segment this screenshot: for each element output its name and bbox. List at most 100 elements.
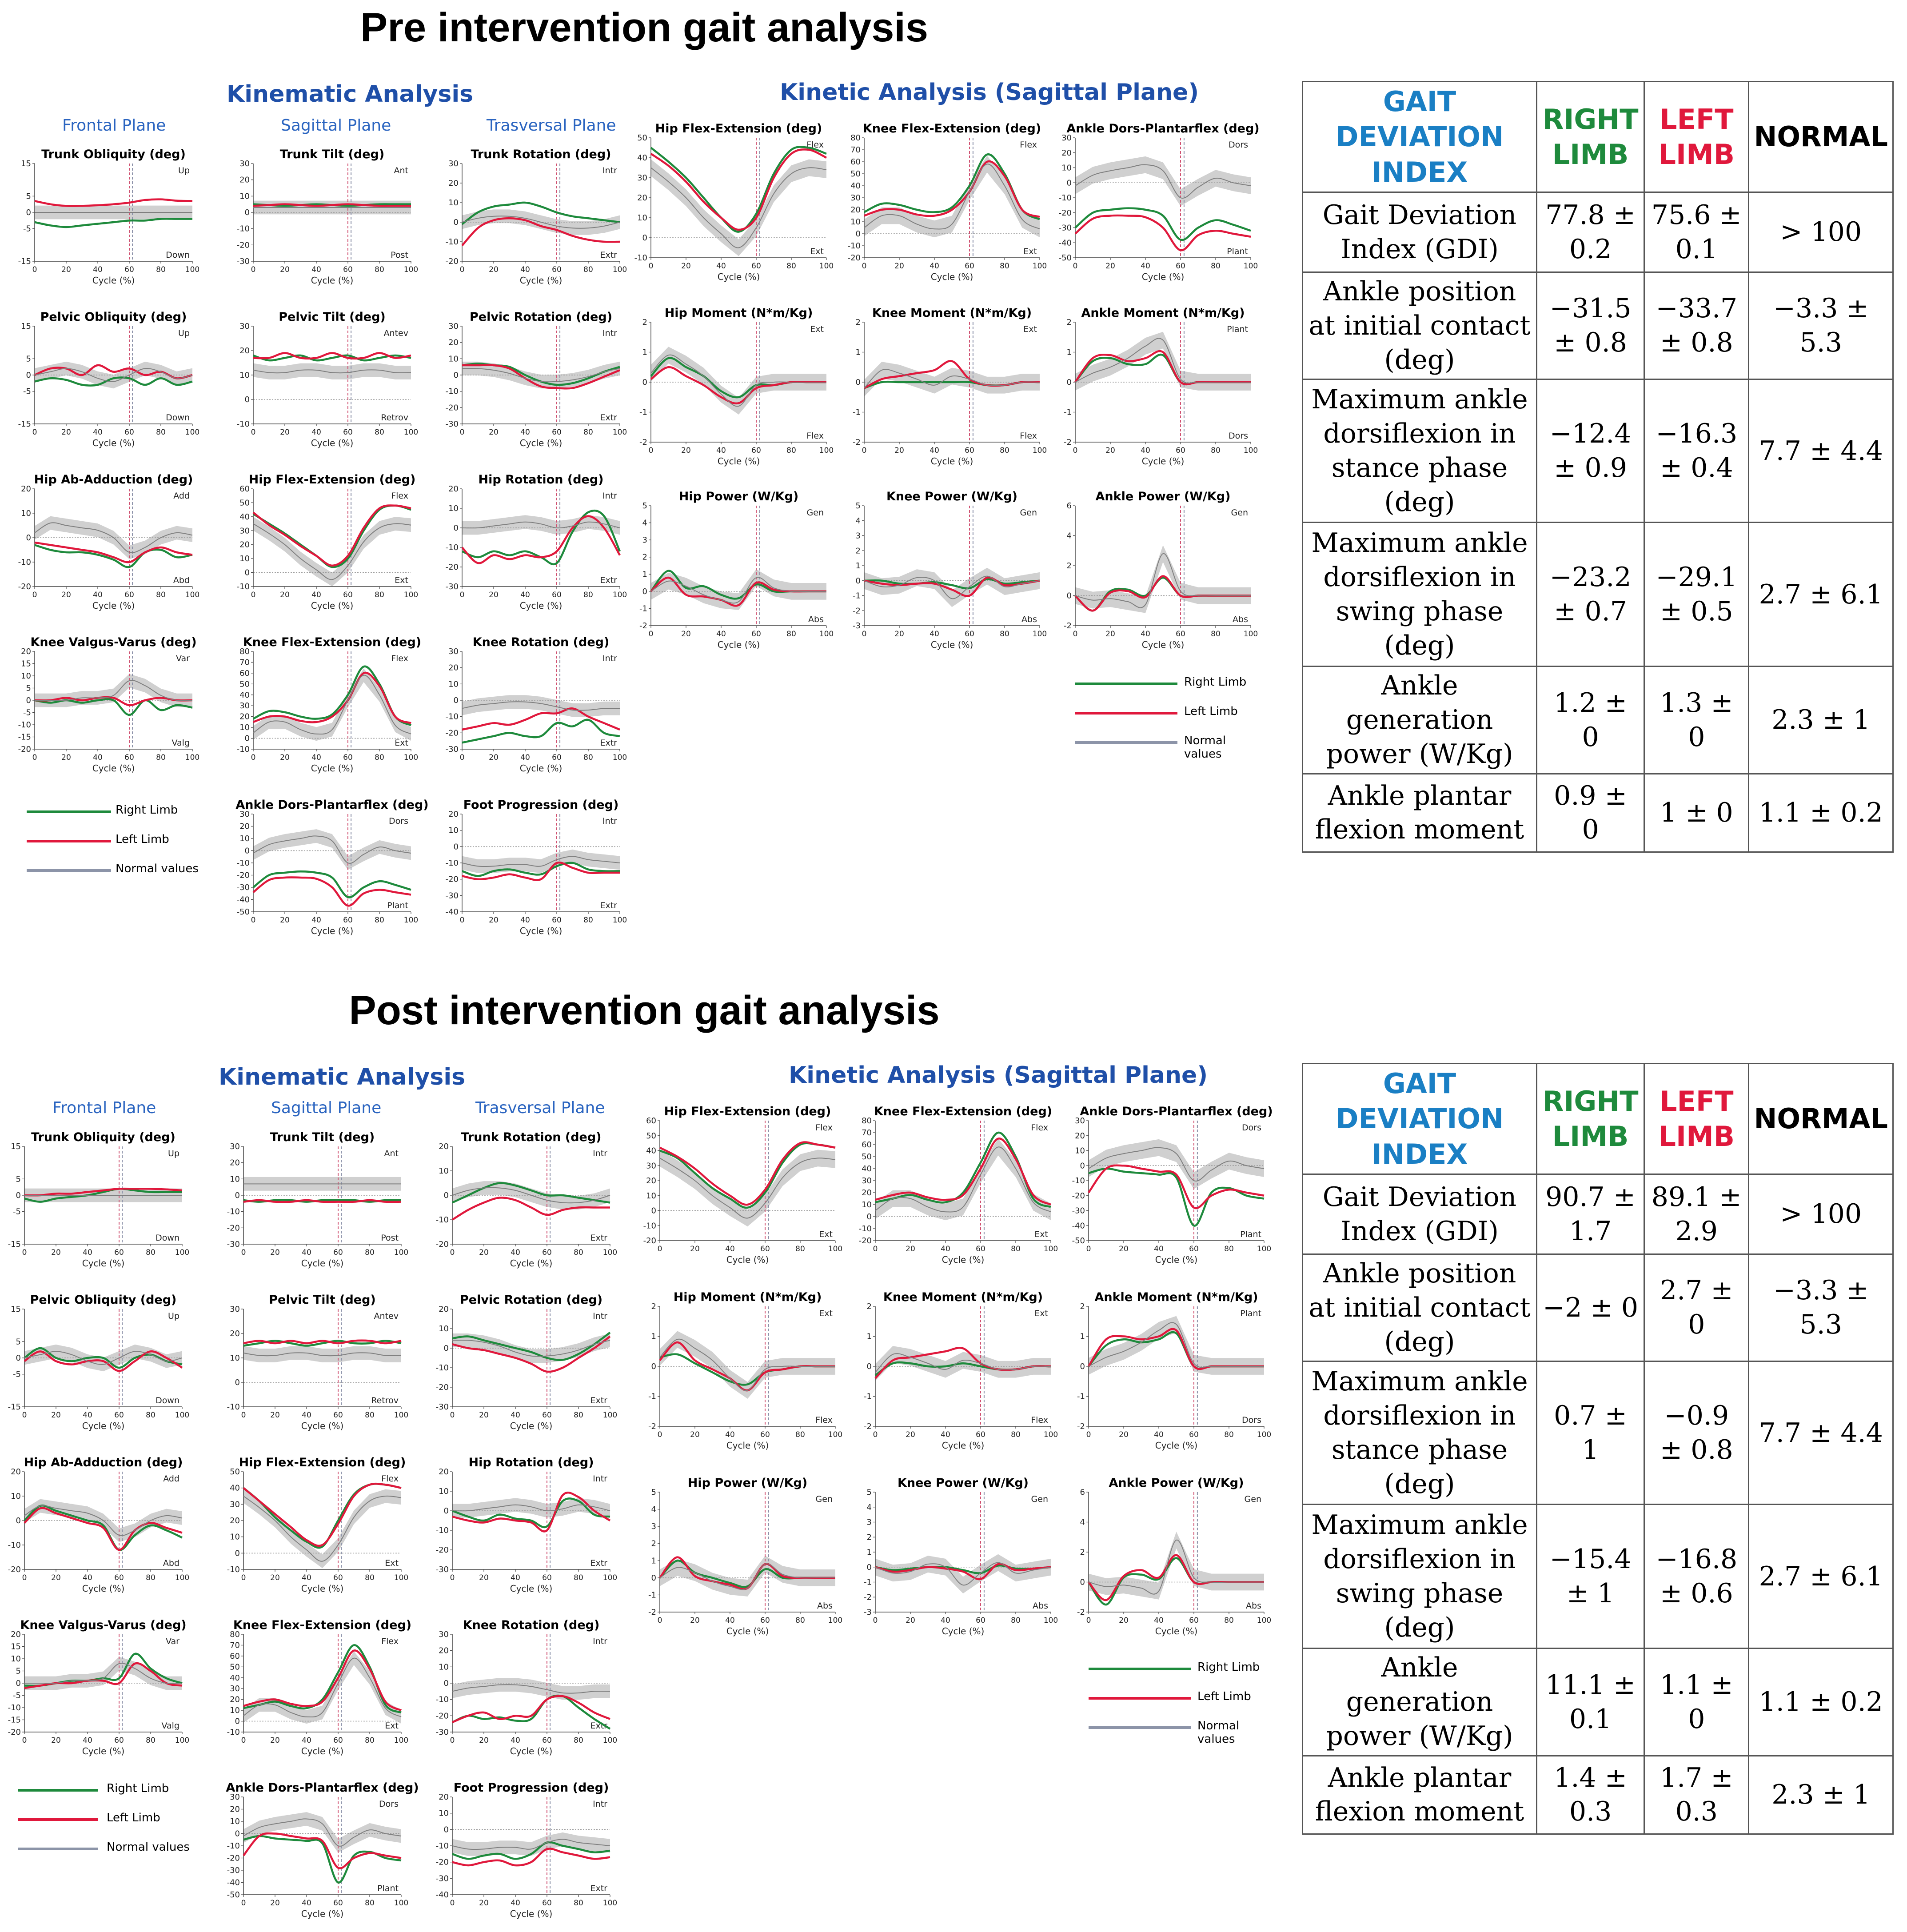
- cell-left: 1.7 ± 0.3: [1644, 1755, 1750, 1835]
- x-tick-label: 60: [343, 916, 353, 925]
- series-left-limb: [461, 515, 621, 564]
- row-label: Maximum ankle dorsiflexion in stance pha…: [1302, 379, 1537, 523]
- normal-band: [1075, 156, 1251, 206]
- y-tick-label: 0: [1080, 1161, 1085, 1170]
- y-tick-label: 30: [1075, 1116, 1085, 1126]
- y-tick-label: 5: [856, 501, 861, 511]
- series-left-limb: [243, 1339, 402, 1345]
- x-axis-label: Cycle (%): [942, 1626, 985, 1637]
- series-normal-values: [452, 1340, 610, 1357]
- y-tick-label: -30: [436, 1728, 449, 1737]
- y-tick-label: 0: [444, 1191, 449, 1200]
- normal-band: [452, 1832, 610, 1856]
- chart-post-32: Knee Valgus-Varus (deg) -20 -15 -10 -5 0 5 10 15…: [8, 1618, 190, 1756]
- table-row: Ankle position at initial contact (deg) −…: [1302, 271, 1894, 380]
- x-axis-label: Cycle (%): [510, 1421, 553, 1431]
- x-tick-label: 0: [649, 262, 654, 271]
- table-row: Gait Deviation Index (GDI) 90.7 ± 1.7 89.1…: [1302, 1174, 1894, 1255]
- x-tick-label: 100: [1244, 446, 1258, 455]
- y-tick-label: -30: [446, 745, 459, 754]
- y-tick-label: 60: [850, 157, 861, 167]
- chart-pre-12: Ankle Dors-Plantarflex (deg) -50 -40 -30 -20…: [235, 798, 428, 936]
- y-tick-label: -10: [237, 582, 250, 591]
- top-direction-label: Ext: [810, 324, 824, 334]
- x-tick-label: 0: [450, 1573, 455, 1582]
- normal-band: [1075, 331, 1251, 391]
- x-tick-label: 20: [270, 1573, 280, 1582]
- table-row: Ankle generation power (W/Kg) 1.2 ± 0 1.3 …: [1302, 666, 1894, 774]
- series-left-limb: [452, 1848, 610, 1867]
- x-tick-label: 60: [1176, 262, 1185, 271]
- x-tick-label: 0: [251, 428, 256, 437]
- bottom-direction-label: Retrov: [371, 1396, 399, 1405]
- x-tick-label: 80: [1011, 1616, 1021, 1625]
- x-tick-label: 40: [716, 630, 726, 639]
- y-tick-label: -20: [18, 745, 31, 754]
- y-tick-label: -1: [853, 591, 861, 601]
- y-tick-label: 15: [21, 659, 31, 669]
- x-tick-label: 20: [51, 1573, 61, 1582]
- x-tick-label: 40: [511, 1573, 520, 1582]
- y-tick-label: -20: [859, 1236, 872, 1245]
- series-left-limb: [462, 707, 620, 731]
- normal-band: [462, 849, 620, 873]
- x-tick-label: 100: [603, 1411, 617, 1420]
- legend-normal-values: Normal values: [27, 862, 213, 891]
- y-tick-label: 1: [856, 561, 861, 571]
- y-tick-label: 20: [21, 484, 31, 494]
- y-tick-label: 2: [1080, 1302, 1085, 1311]
- x-axis-label: Cycle (%): [520, 763, 563, 774]
- pre-kinematic-legend: Right Limb Left Limb Normal values: [27, 803, 213, 891]
- y-tick-label: -10: [634, 253, 647, 263]
- x-tick-label: 20: [270, 1899, 280, 1908]
- y-tick-label: 10: [448, 679, 459, 689]
- y-tick-label: 40: [230, 1673, 240, 1683]
- x-tick-label: 40: [511, 1248, 520, 1257]
- chart-title: Hip Moment (N*m/Kg): [674, 1290, 822, 1304]
- x-tick-label: 40: [1154, 1245, 1164, 1253]
- x-tick-label: 60: [114, 1248, 124, 1257]
- x-tick-label: 60: [542, 1411, 552, 1420]
- series-normal-values: [462, 216, 620, 229]
- y-tick-label: 2: [856, 318, 861, 327]
- chart-pre-7: Hip Flex-Extension (deg)-100102030405060…: [237, 473, 419, 611]
- y-tick-label: 40: [637, 153, 647, 163]
- x-tick-label: 60: [124, 428, 134, 437]
- right-limb-header: RIGHT LIMB: [1536, 80, 1645, 193]
- x-axis-label: Cycle (%): [311, 763, 354, 774]
- top-direction-label: Up: [168, 1311, 180, 1321]
- series-right-limb: [452, 1182, 610, 1204]
- normal-band: [253, 363, 411, 379]
- x-tick-label: 60: [1176, 630, 1185, 639]
- y-tick-label: 10: [230, 1817, 240, 1826]
- x-tick-label: 60: [333, 1248, 343, 1257]
- right-limb-header: RIGHT LIMB: [1536, 1062, 1645, 1175]
- x-tick-label: 60: [751, 262, 761, 271]
- x-tick-label: 40: [1141, 446, 1150, 455]
- cell-normal: 1.1 ± 0.2: [1748, 1648, 1894, 1756]
- x-axis-label: Cycle (%): [942, 1440, 985, 1451]
- series-normal-values: [452, 1504, 610, 1512]
- x-tick-label: 20: [280, 265, 290, 274]
- x-axis-label: Cycle (%): [520, 926, 563, 936]
- series-right-limb: [462, 509, 621, 566]
- series-left-limb: [461, 217, 620, 247]
- post-frontal-plane-title: Frontal Plane: [52, 1099, 156, 1117]
- top-direction-label: Up: [178, 328, 190, 338]
- bottom-direction-label: Down: [166, 250, 190, 260]
- y-tick-label: -10: [446, 387, 459, 396]
- series-normal-values: [875, 1353, 1051, 1373]
- y-tick-label: 50: [230, 1662, 240, 1672]
- x-axis-label: Cycle (%): [311, 926, 354, 936]
- cell-normal: > 100: [1748, 192, 1894, 273]
- x-tick-label: 80: [1211, 446, 1221, 455]
- top-direction-label: Gen: [1031, 1494, 1048, 1504]
- x-axis-label: Cycle (%): [1155, 1254, 1198, 1265]
- cell-right: −31.5 ± 0.8: [1536, 271, 1645, 380]
- x-axis-label: Cycle (%): [510, 1258, 553, 1269]
- y-tick-label: 20: [239, 176, 250, 185]
- y-tick-label: 40: [646, 1146, 656, 1156]
- y-tick-label: -10: [446, 237, 459, 247]
- x-tick-label: 80: [583, 265, 593, 274]
- y-tick-label: 20: [646, 1176, 656, 1186]
